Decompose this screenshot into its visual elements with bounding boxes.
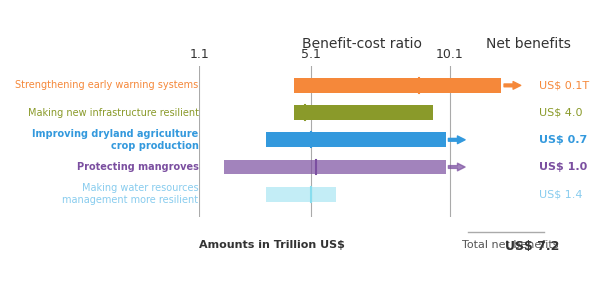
Text: Making new infrastructure resilient: Making new infrastructure resilient <box>28 108 199 118</box>
Text: Making water resources
management more resilient: Making water resources management more r… <box>63 183 199 205</box>
Text: Total net benefits: Total net benefits <box>462 240 558 250</box>
Text: Strengthening early warning systems: Strengthening early warning systems <box>15 80 199 90</box>
Bar <box>294 105 433 120</box>
Text: US$ 4.0: US$ 4.0 <box>539 108 582 118</box>
Text: US$ 1.4: US$ 1.4 <box>539 189 582 199</box>
Text: US$ 1.0: US$ 1.0 <box>539 162 587 172</box>
Text: US$ 0.7: US$ 0.7 <box>539 135 587 145</box>
Bar <box>266 132 445 147</box>
Text: Protecting mangroves: Protecting mangroves <box>76 162 199 172</box>
Text: Amounts in Trillion US$: Amounts in Trillion US$ <box>199 240 346 250</box>
Bar <box>225 160 445 175</box>
Text: Improving dryland agriculture
crop production: Improving dryland agriculture crop produ… <box>33 129 199 151</box>
Text: US$ 7.2: US$ 7.2 <box>505 240 559 253</box>
Text: US$ 0.1T: US$ 0.1T <box>539 80 589 90</box>
Text: Net benefits: Net benefits <box>486 37 571 51</box>
Text: Benefit-cost ratio: Benefit-cost ratio <box>302 37 421 51</box>
Bar <box>266 187 336 202</box>
Bar <box>294 78 501 93</box>
